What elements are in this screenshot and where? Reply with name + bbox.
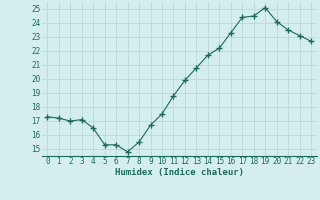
X-axis label: Humidex (Indice chaleur): Humidex (Indice chaleur) xyxy=(115,168,244,177)
